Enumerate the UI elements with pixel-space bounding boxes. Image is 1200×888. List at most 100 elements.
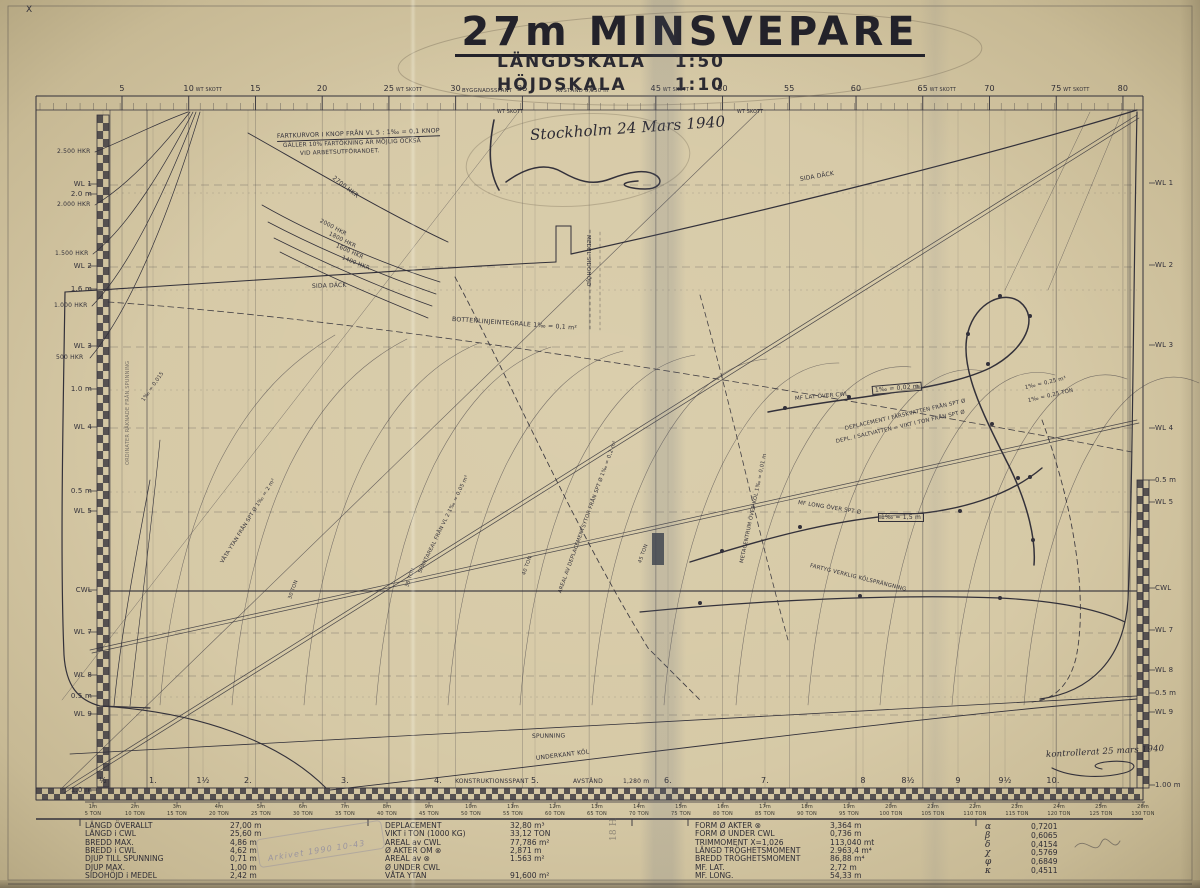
table-row-label: BREDD MAX. — [85, 837, 134, 847]
table-row: LÄNGD i CWL 25,60 m — [85, 829, 262, 839]
bottom-ruler-number: 8½ — [901, 776, 915, 785]
right-axis-label: WL 8 — [1155, 666, 1174, 674]
annotation-label: MEDEL SIDOHÖJD — [585, 235, 591, 287]
ton-scale-meter: 3m — [172, 804, 182, 810]
top-ruler-number: 80 — [1117, 84, 1129, 93]
coefficient-value: 0,5769 — [1031, 848, 1058, 858]
ton-scale-ton: 50 TON — [461, 811, 481, 817]
bottom-scale-bar — [35, 787, 1144, 801]
left-axis-label: WL 9 — [73, 710, 92, 718]
left-axis-label: WL 8 — [73, 671, 92, 679]
left-axis-label: 0.5 m — [70, 692, 92, 700]
wt-skott-label: WT SKOTT — [1063, 88, 1090, 93]
bottom-ruler-number: 2. — [243, 776, 253, 785]
coefficients-table: α 0,7201 β 0,6065 δ 0,4154 χ 0,5769 φ 0,6849 κ 0,45… — [985, 822, 1058, 876]
table-row-value: 4,62 m — [230, 846, 257, 856]
table-row-value: 2,42 m — [230, 871, 257, 881]
ton-scale-ton: 55 TON — [503, 811, 523, 817]
coefficient-value: 0,4511 — [1031, 865, 1058, 875]
left-axis-label: WL 5 — [73, 507, 92, 515]
ton-scale-ton: 95 TON — [839, 811, 859, 817]
table-row-value: 3,364 m — [830, 821, 862, 830]
table-row-value: 2,871 m — [510, 846, 542, 856]
table-row: TRIMMOMENT X=1,026 113,040 mt — [695, 838, 874, 847]
annotation-label: 18 H — [609, 818, 619, 841]
ton-scale-ton: 120 TON — [1047, 811, 1071, 817]
left-axis-label: 1.0 m — [70, 385, 92, 393]
ton-scale-ton: 105 TON — [921, 811, 945, 817]
ton-scale-meter: 9m — [424, 804, 434, 810]
annotation-label: AREAL AV DEPLACEMENTSYTOR FRÅN SPT Ø 1‰ … — [557, 440, 619, 595]
table-row-label: Ø AKTER OM ⊗ — [385, 846, 442, 856]
ton-scale-ton: 40 TON — [377, 811, 397, 817]
top-ruler-number: 20 — [316, 84, 328, 93]
ton-scale-ton: 10 TON — [125, 811, 145, 817]
coefficient-row: φ 0,6849 — [985, 857, 1058, 867]
left-axis-label: 1.6 m — [70, 285, 92, 293]
ton-scale-ton: 90 TON — [797, 811, 817, 817]
ton-scale-ton: 35 TON — [335, 811, 355, 817]
ton-scale-ton: 30 TON — [293, 811, 313, 817]
bottom-ruler-number: 7. — [760, 776, 770, 785]
bottom-ruler-number: 5. — [530, 776, 540, 785]
ton-scale-ton: 100 TON — [879, 811, 903, 817]
right-axis-label: WL 9 — [1155, 708, 1174, 716]
table-row: DJUP MAX. 1,00 m — [85, 863, 262, 872]
table-row-label: LÄNGD ÖVERALLT — [85, 821, 153, 830]
wt-skott-label: WT SKOTT — [929, 88, 957, 93]
annotation-label: SIDA DÄCK — [311, 281, 347, 290]
bottom-ruler-number: 6. — [663, 776, 673, 785]
table-row: DEPLACEMENT 32,80 m³ — [385, 821, 550, 830]
table-row-value: 91,600 m² — [510, 871, 550, 881]
length-scale-row: LÄNGDSKALA 1:50 — [497, 52, 725, 72]
table-row-value: 0,736 m — [830, 829, 862, 839]
ton-scale-ton: 5 TON — [84, 811, 102, 817]
annotation-label: 1‰ = 0,015 — [140, 370, 166, 403]
top-ruler-number: 40 — [583, 84, 595, 93]
table-row-label: BREDD TRÖGHETSMOMENT — [695, 854, 801, 864]
ton-scale-meter: 1m — [88, 804, 98, 810]
table-row: MF. LAT. 2,72 m — [695, 863, 874, 872]
coefficient-row: χ 0,5769 — [985, 849, 1058, 858]
annotation-label: SPANTAREAL FRÅN VL 2 1‰ = 0,05 m² — [417, 474, 471, 575]
ton-scale-ton: 85 TON — [755, 811, 775, 817]
ton-scale-meter: 8m — [382, 804, 392, 810]
annotation-label: 30 TON — [287, 579, 300, 601]
ton-scale-ton: 20 TON — [209, 811, 229, 817]
coefficient-row: δ 0,4154 — [985, 840, 1058, 850]
annotation-label: 1‰ = 0,02 m — [871, 381, 923, 395]
length-scale-value: 1:50 — [674, 52, 725, 72]
table-row-label: BREDD i CWL — [85, 846, 136, 856]
table-row: Ø AKTER OM ⊗ 2,871 m — [385, 846, 550, 856]
top-ruler-number: 55 — [784, 84, 795, 93]
annotation-label: X — [26, 5, 33, 15]
ton-scale-meter: 11m — [507, 804, 519, 810]
annotation-label: SPUNNING — [531, 732, 566, 740]
top-ruler-number: 60 — [850, 84, 862, 93]
right-axis-label: WL 1 — [1155, 179, 1174, 187]
ton-scale-meter: 5m — [256, 804, 266, 810]
ton-scale-meter: 22m — [969, 804, 981, 810]
table-row: FORM Ø UNDER CWL 0,736 m — [695, 829, 874, 839]
annotation-label: VID ARBETSUTFÖRANDET. — [299, 148, 380, 157]
table-row-label: VÅTA YTAN — [385, 871, 427, 881]
annotation-label: 1‰ = 0,25 TON — [1027, 387, 1074, 404]
table-row: DJUP TILL SPUNNING 0,71 m — [85, 855, 262, 864]
top-ruler-number: 45 — [650, 84, 662, 93]
ton-scale-ton: 75 TON — [671, 811, 691, 817]
annotation-label: FARTYG VERKLIG KÖLSPRÄNGNING — [809, 563, 907, 593]
annotation-label: AVSTÅND 0,550 m — [556, 88, 609, 94]
annotation-label: WT SKOTT — [497, 110, 524, 115]
annotation-label: 2.000 HKR — [57, 201, 91, 208]
annotation-label: 40 TON — [521, 555, 534, 577]
table-row-label: LÄNGD i CWL — [85, 829, 136, 839]
hydrostatics-table: DEPLACEMENT 32,80 m³ VIKT i TON (1000 KG) 3… — [385, 821, 551, 881]
table-row-value: 33,12 TON — [510, 829, 551, 839]
table-row: MF. LONG. 54,33 m — [695, 871, 874, 880]
table-row: LÄNGD TRÖGHETSMOMENT 2.963,4 m⁴ — [695, 846, 874, 855]
wt-skott-label: WT SKOTT — [195, 88, 222, 93]
bottom-ruler-number: 4. — [433, 776, 443, 785]
annotation-label: ORDINATER RÄKNADE FRÅN SPUNNING — [125, 360, 131, 465]
